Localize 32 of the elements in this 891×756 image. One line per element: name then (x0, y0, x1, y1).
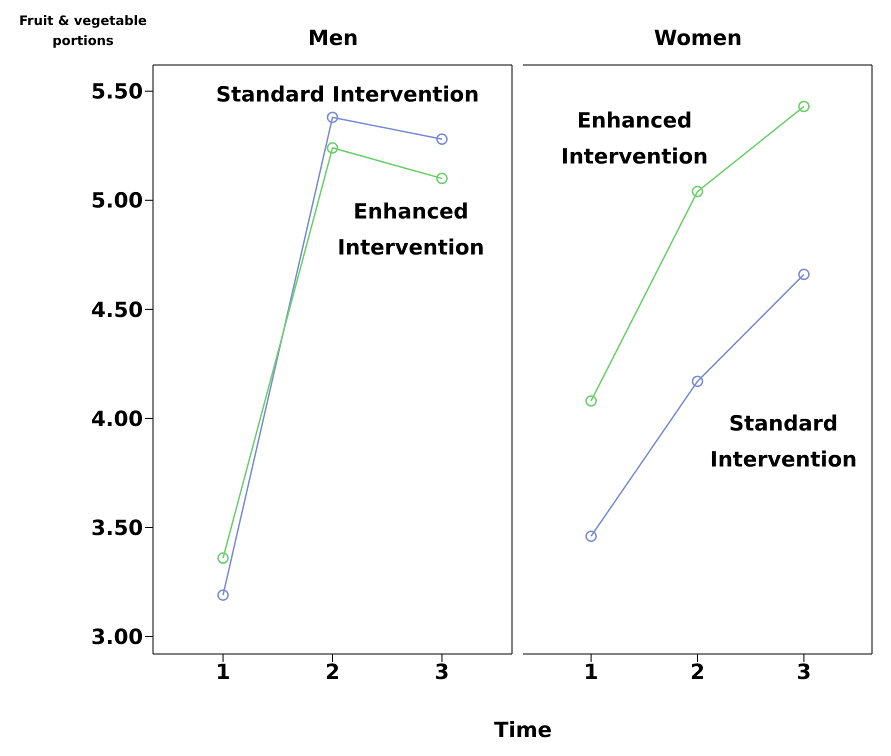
point (217, 552, 229, 564)
y-axis-title: Fruit & vegetable portions (18, 13, 148, 51)
point (585, 530, 597, 542)
point (436, 172, 448, 184)
point (798, 100, 810, 112)
x-tick-label: 3 (796, 660, 812, 684)
chart-title: Women (653, 26, 743, 50)
point (326, 142, 338, 154)
y-tick-label: 4.00 (91, 406, 143, 431)
y-tick-label: 3.50 (91, 516, 143, 540)
y-tick-label: 5.00 (91, 188, 143, 213)
x-tick-label: 3 (434, 660, 450, 684)
y-tick-label: 5.50 (91, 80, 143, 104)
point (692, 186, 704, 198)
y-tick-label: 3.00 (91, 625, 143, 650)
series-label: Standard Intervention (710, 411, 857, 472)
chart-title: Men (306, 26, 360, 50)
point (217, 589, 229, 601)
point (436, 133, 448, 145)
x-tick-label: 2 (690, 660, 705, 684)
x-tick-label: 1 (216, 660, 230, 684)
x-tick-label: 1 (584, 660, 598, 684)
series-label: Standard Intervention (216, 82, 480, 106)
point (585, 395, 597, 407)
point (692, 376, 704, 388)
y-tick-label: 4.50 (91, 298, 143, 322)
point (798, 268, 810, 280)
point (326, 112, 338, 124)
series-label: Enhanced Intervention (338, 199, 484, 260)
series-label: Enhanced Intervention (561, 108, 708, 168)
x-tick-label: 2 (325, 660, 340, 684)
x-axis-title: Time (493, 718, 553, 742)
